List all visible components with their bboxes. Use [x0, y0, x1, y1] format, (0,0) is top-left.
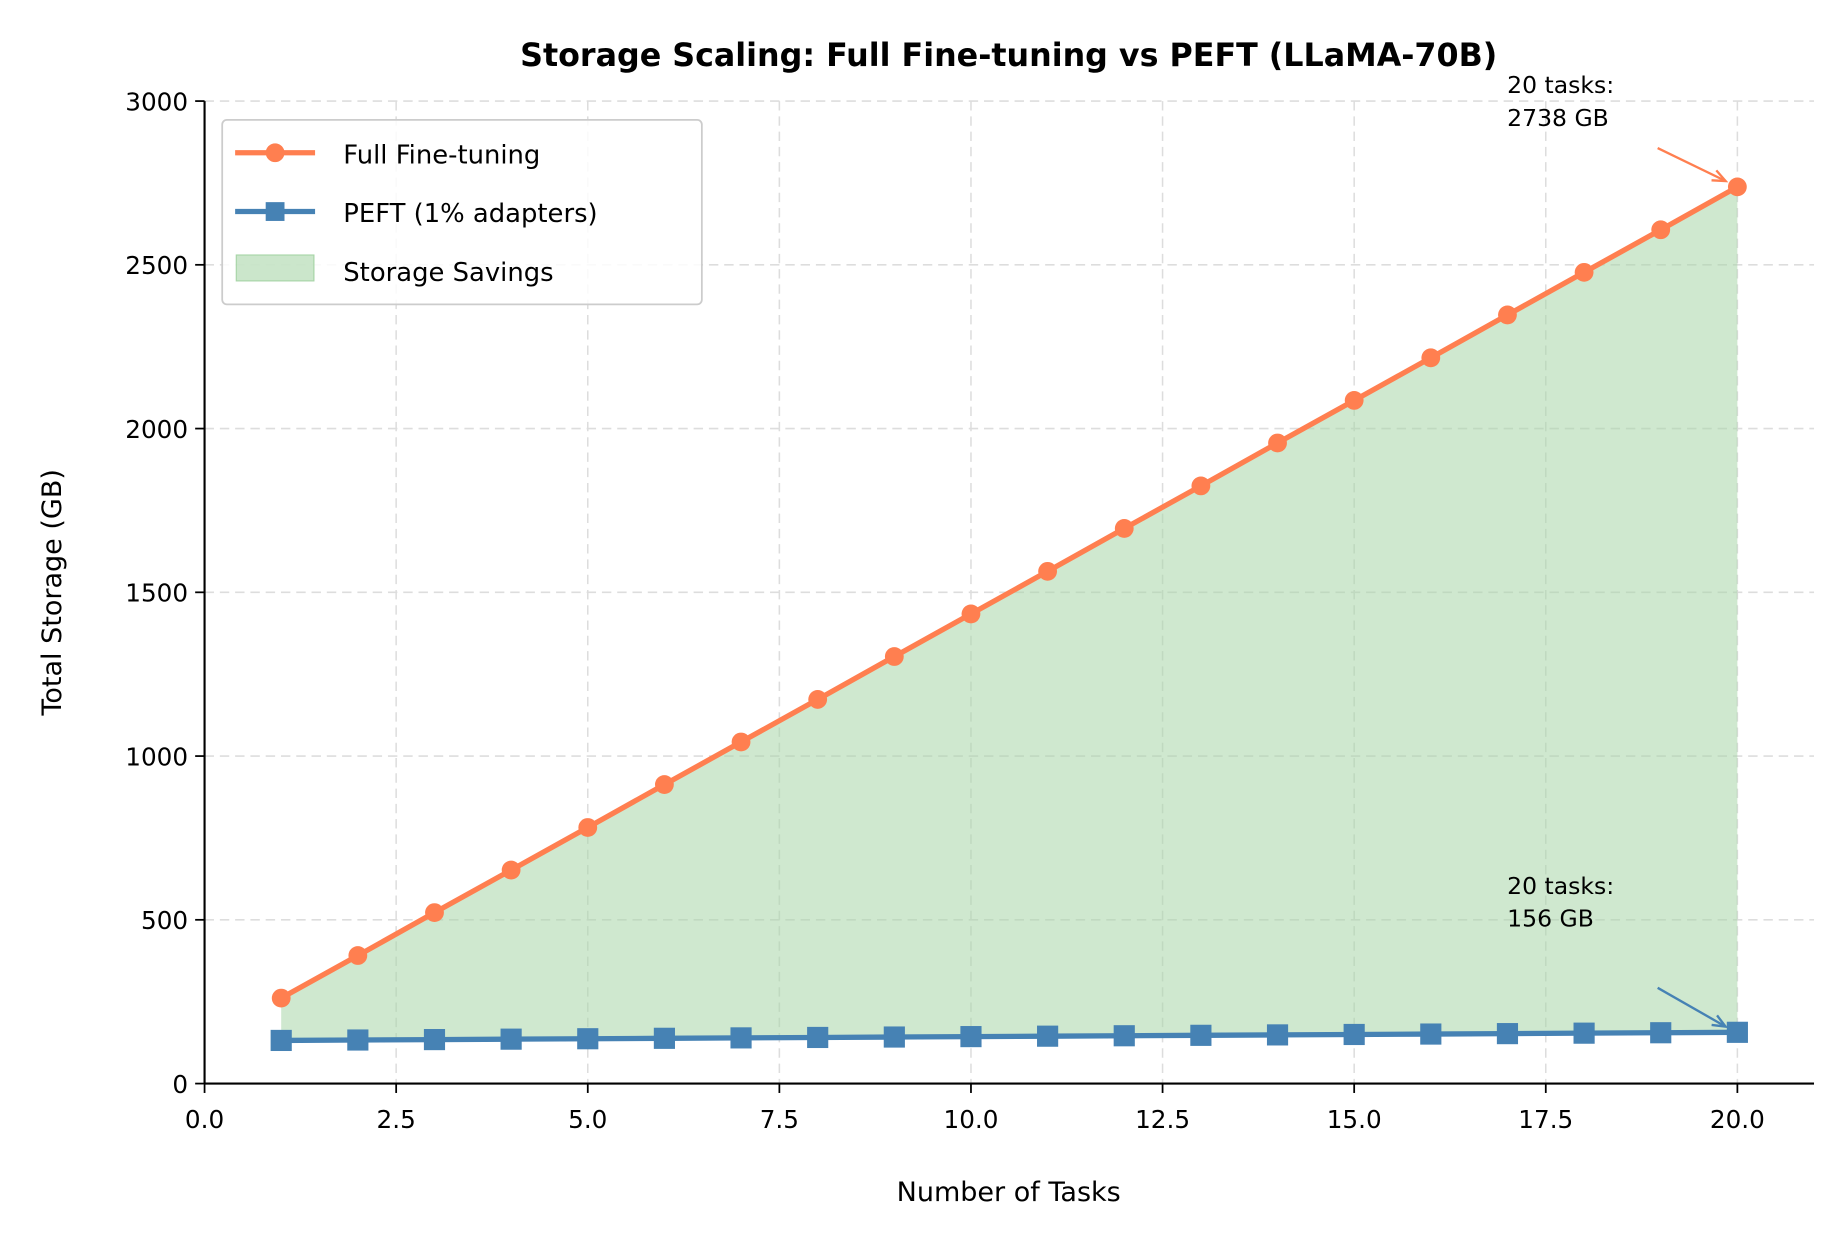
data-point-peft — [1573, 1022, 1595, 1044]
chart-title: Storage Scaling: Full Fine-tuning vs PEF… — [520, 38, 1497, 74]
y-tick-label: 1500 — [125, 579, 188, 608]
x-axis-label: Number of Tasks — [897, 1177, 1121, 1208]
data-point-full — [1498, 305, 1517, 325]
data-point-peft — [1496, 1023, 1519, 1045]
x-tick-label: 15.0 — [1327, 1105, 1382, 1134]
data-point-peft — [1037, 1025, 1059, 1047]
data-point-full — [271, 988, 291, 1008]
data-point-peft — [1190, 1024, 1212, 1046]
series-line-peft — [281, 1029, 1738, 1044]
data-point-peft — [1726, 1021, 1748, 1043]
annotation-text: 2738 GB — [1507, 104, 1609, 132]
y-tick-label: 2000 — [125, 415, 188, 444]
data-point-peft — [500, 1028, 522, 1050]
x-tick-label: 12.5 — [1135, 1105, 1190, 1134]
legend-label-savings: Storage Savings — [343, 258, 553, 288]
annotation-arrowhead — [1711, 169, 1729, 183]
annotation-text: 20 tasks: — [1507, 872, 1614, 900]
data-point-full — [348, 946, 368, 965]
data-point-full — [1038, 561, 1058, 581]
y-tick-label: 2500 — [125, 251, 188, 280]
data-point-peft — [577, 1028, 599, 1050]
data-point-peft — [1650, 1022, 1672, 1044]
x-tick-label: 17.5 — [1518, 1105, 1573, 1134]
x-tick-label: 7.5 — [760, 1105, 799, 1134]
annotation-text: 156 GB — [1507, 905, 1594, 933]
data-point-full — [731, 732, 751, 752]
data-point-peft — [1266, 1024, 1289, 1046]
y-axis-label: Total Storage (GB) — [37, 469, 68, 716]
annotation-arrow — [1657, 147, 1727, 183]
legend-marker-full — [265, 143, 285, 163]
y-tick-label: 500 — [141, 906, 188, 935]
data-point-full — [1114, 519, 1134, 538]
data-point-peft — [1420, 1023, 1442, 1045]
data-point-peft — [423, 1029, 446, 1051]
legend-swatch-savings — [235, 254, 315, 282]
data-point-peft — [883, 1026, 905, 1048]
data-point-full — [961, 604, 981, 624]
legend-label-full: Full Fine-tuning — [343, 140, 540, 170]
data-point-full — [808, 690, 828, 709]
y-tick-label: 3000 — [125, 87, 188, 116]
data-point-peft — [1343, 1023, 1365, 1046]
x-tick-label: 20.0 — [1710, 1105, 1765, 1134]
data-point-full — [1191, 476, 1211, 496]
data-point-peft — [653, 1027, 675, 1049]
legend-marker-peft — [265, 202, 285, 221]
legend: Full Fine-tuning PEFT (1% adapters) Stor… — [221, 118, 703, 306]
storage-savings-area — [281, 186, 1738, 1041]
y-tick-label: 0 — [172, 1070, 188, 1099]
data-point-full — [1574, 262, 1594, 282]
x-tick-label: 0.0 — [185, 1105, 224, 1134]
data-point-peft — [807, 1026, 829, 1049]
data-point-peft — [1113, 1025, 1135, 1047]
data-point-full — [1268, 433, 1287, 453]
data-point-peft — [347, 1029, 369, 1051]
data-point-full — [1421, 348, 1441, 368]
data-point-full — [425, 903, 444, 923]
data-point-full — [655, 775, 674, 794]
data-point-full — [1651, 220, 1671, 240]
legend-label-peft: PEFT (1% adapters) — [343, 199, 597, 229]
data-point-full — [578, 818, 598, 837]
annotation-arrowhead — [1711, 1014, 1729, 1029]
y-tick-label: 1000 — [125, 742, 188, 771]
data-point-full — [884, 647, 904, 666]
data-point-peft — [960, 1026, 982, 1048]
x-tick-label: 10.0 — [943, 1105, 998, 1134]
x-tick-label: 2.5 — [377, 1105, 416, 1134]
series-line-full — [279, 184, 1739, 1001]
x-tick-label: 5.0 — [568, 1105, 607, 1134]
data-point-peft — [730, 1027, 752, 1049]
data-point-full — [1727, 177, 1747, 197]
data-point-full — [501, 860, 521, 880]
data-point-peft — [270, 1029, 292, 1052]
annotation-arrow — [1657, 986, 1727, 1028]
annotation-text: 20 tasks: — [1507, 71, 1614, 99]
data-point-full — [1344, 391, 1364, 410]
